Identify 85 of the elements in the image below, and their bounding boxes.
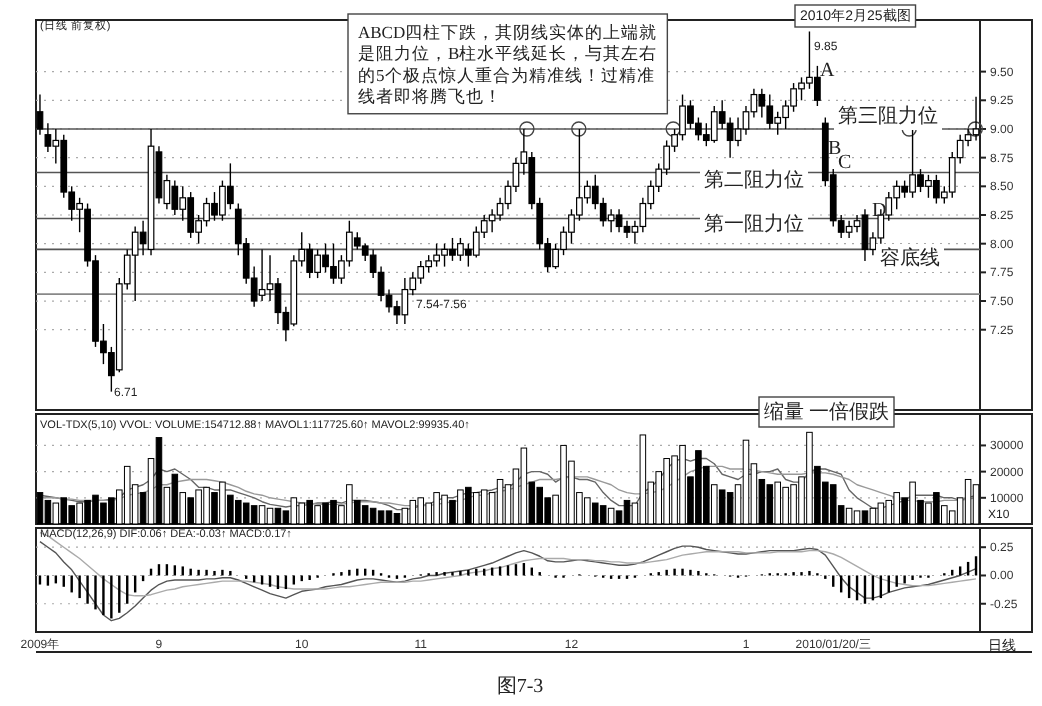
bar xyxy=(314,505,321,525)
bar xyxy=(330,499,337,525)
bar xyxy=(877,502,885,525)
bar xyxy=(377,510,385,525)
bar xyxy=(806,431,813,525)
bar xyxy=(845,507,853,525)
bar xyxy=(869,507,877,525)
bar xyxy=(790,484,797,525)
bar xyxy=(663,458,670,525)
bar xyxy=(44,499,52,525)
bar xyxy=(68,505,75,525)
bar xyxy=(591,502,599,525)
caption: 图7-3 xyxy=(496,676,544,698)
bar xyxy=(480,489,488,525)
bar xyxy=(742,439,750,525)
bar xyxy=(250,505,258,525)
bar xyxy=(306,499,313,525)
bar xyxy=(726,492,734,525)
bar xyxy=(695,450,702,525)
bar xyxy=(219,481,226,525)
bar xyxy=(829,484,837,525)
bar xyxy=(401,507,409,525)
bar xyxy=(171,473,179,525)
bar xyxy=(417,497,425,525)
annotation: 缩量 一倍假跌 xyxy=(764,400,889,424)
bar xyxy=(457,489,464,525)
bar xyxy=(346,484,353,525)
bar xyxy=(964,478,972,525)
annotation: A xyxy=(820,60,836,82)
bar xyxy=(639,434,647,525)
bar xyxy=(108,497,115,525)
bar xyxy=(853,510,861,525)
bar xyxy=(718,489,726,525)
bar xyxy=(155,437,163,525)
bar xyxy=(433,492,440,525)
bar xyxy=(520,447,528,525)
bar xyxy=(536,486,544,525)
bar xyxy=(465,486,472,525)
bar xyxy=(242,502,250,525)
bar xyxy=(322,502,329,525)
bar xyxy=(607,507,615,525)
bar xyxy=(766,484,774,525)
bar xyxy=(235,499,242,525)
line-series xyxy=(39,540,977,622)
bar xyxy=(441,494,448,525)
bar xyxy=(274,507,282,525)
bar xyxy=(893,492,900,525)
bar xyxy=(123,465,131,525)
bar xyxy=(258,505,266,525)
bar xyxy=(679,444,686,525)
bar xyxy=(599,505,607,525)
bar xyxy=(584,497,591,525)
line-series xyxy=(39,465,977,507)
bar xyxy=(203,486,210,525)
bar xyxy=(92,494,99,525)
bar xyxy=(52,502,60,525)
bar xyxy=(290,497,298,525)
bar xyxy=(782,486,789,525)
bar xyxy=(369,507,377,525)
bar xyxy=(472,492,480,525)
annotation: C xyxy=(838,152,852,174)
bar xyxy=(187,497,194,525)
bar xyxy=(60,497,68,525)
bar xyxy=(560,444,567,525)
bar xyxy=(409,499,417,525)
bar xyxy=(496,478,504,525)
bar xyxy=(861,510,869,525)
annotation: ABCD四柱下跌，其阴线实体的上端就是阻力位，B柱水平线延长，与其左右的5个极点惊人重合为精准线！过精准线者即将腾飞也！ xyxy=(358,22,658,106)
bar xyxy=(933,492,940,525)
bar xyxy=(84,499,91,525)
bar xyxy=(623,499,631,525)
bar xyxy=(385,510,393,525)
bar xyxy=(76,502,83,525)
bar xyxy=(100,502,107,525)
bar xyxy=(36,492,44,525)
bar xyxy=(909,481,916,525)
bar xyxy=(774,481,781,525)
line-series xyxy=(39,457,977,511)
bar xyxy=(393,513,401,525)
bar xyxy=(885,499,893,525)
bar xyxy=(361,505,369,525)
bar xyxy=(266,507,274,525)
bar xyxy=(972,484,980,525)
bar xyxy=(195,489,202,525)
bar xyxy=(298,502,306,525)
